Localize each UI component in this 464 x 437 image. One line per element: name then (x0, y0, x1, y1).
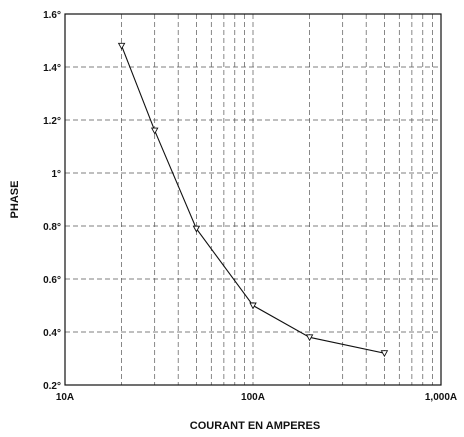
y-tick-labels: 0.2° 0.4° 0.6° 0.8° 1° 1.2° 1.4° 1.6° (43, 10, 61, 392)
y-tick-label: 0.8° (43, 222, 61, 233)
data-point (192, 225, 201, 233)
y-tick-label: 0.6° (43, 275, 61, 286)
data-point (150, 127, 159, 135)
y-tick-label: 1.4° (43, 63, 61, 74)
y-tick-label: 1.2° (43, 116, 61, 127)
y-tick-label: 1° (51, 169, 61, 180)
y-tick-label: 0.2° (43, 381, 61, 392)
y-tick-label: 0.4° (43, 328, 61, 339)
y-tick-label: 1.6° (43, 10, 61, 21)
series-layer (117, 42, 389, 358)
x-tick-label: 1,000A (425, 392, 457, 403)
y-axis-title: PHASE (9, 181, 21, 219)
x-tick-label: 100A (241, 392, 265, 403)
x-tick-labels: 10A 100A 1,000A (56, 392, 457, 403)
grid-lines (65, 14, 441, 385)
series-line (121, 45, 385, 354)
data-point (380, 350, 389, 358)
data-point (305, 334, 314, 342)
x-tick-label: 10A (56, 392, 74, 403)
data-point (117, 42, 126, 50)
plot-frame (64, 13, 442, 386)
data-point (249, 302, 257, 310)
x-axis-title: COURANT EN AMPERES (190, 420, 320, 432)
